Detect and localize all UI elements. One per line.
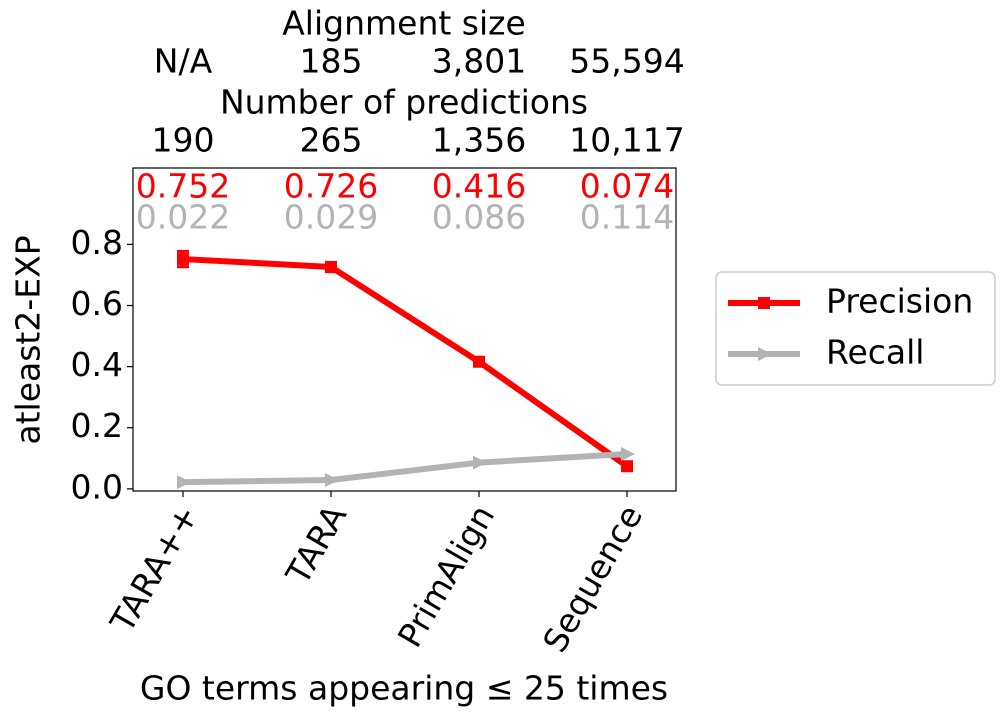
x-axis-label: GO terms appearing ≤ 25 times [140, 669, 668, 708]
top-row-label: 265 [300, 121, 363, 160]
line [182, 451, 628, 486]
value-label: 0.726 [284, 167, 378, 206]
top-row-label: 1,356 [432, 121, 526, 160]
point [473, 455, 487, 470]
point [177, 253, 189, 266]
value-label: 0.074 [580, 167, 674, 206]
value-label: 0.114 [580, 198, 674, 237]
top-row-label: 3,801 [432, 42, 526, 81]
value-label: 0.022 [136, 198, 230, 237]
y-tick-label: 0.6 [71, 284, 123, 323]
top-row-label: 10,117 [569, 121, 684, 160]
top-row-label: 185 [300, 42, 363, 81]
y-tick-label: 0.2 [71, 406, 123, 445]
legend-label: Recall [826, 333, 924, 372]
value-label: 0.029 [284, 198, 378, 237]
point [473, 355, 485, 368]
value-label: 0.752 [136, 167, 230, 206]
y-axis-label: atleast2-EXP [9, 235, 48, 444]
top-row-title: Number of predictions [220, 83, 588, 122]
top-row-title: Alignment size [282, 4, 526, 43]
top-row-label: 55,594 [569, 42, 684, 81]
y-tick-label: 0.0 [71, 467, 123, 506]
x-tick-label: PrimAlign [390, 498, 502, 653]
y-tick-label: 0.8 [71, 223, 123, 262]
top-row-label: 190 [152, 121, 215, 160]
y-tick-label: 0.4 [71, 345, 123, 384]
top-row-label: N/A [154, 42, 213, 81]
x-tick-label: Sequence [535, 498, 650, 658]
plot-frame [132, 167, 677, 492]
point [621, 447, 635, 462]
point [325, 472, 339, 487]
legend-label: Precision [826, 282, 973, 321]
legend-marker [758, 297, 770, 309]
x-tick-label: TARA++ [102, 498, 206, 639]
legend-marker [758, 347, 772, 361]
point [177, 475, 191, 490]
line [182, 256, 629, 469]
x-tick-label: TARA [278, 498, 355, 592]
value-label: 0.416 [432, 167, 526, 206]
point [621, 460, 633, 473]
point [325, 261, 337, 274]
value-label: 0.086 [432, 198, 526, 237]
